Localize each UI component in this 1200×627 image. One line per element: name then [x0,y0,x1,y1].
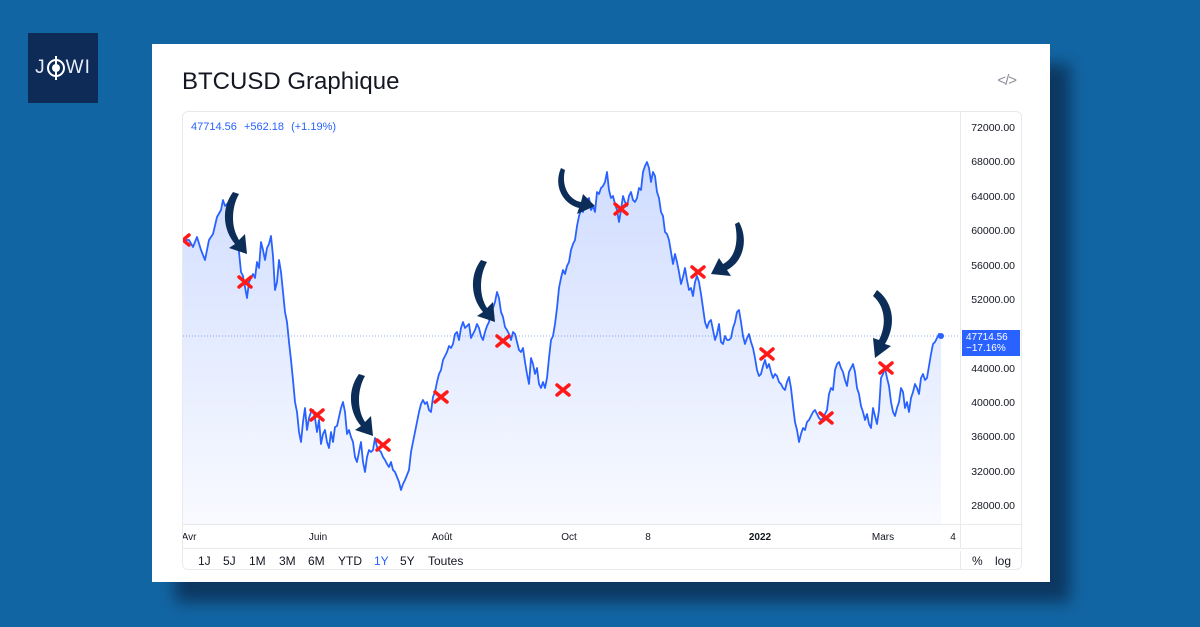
chart-legend: 47714.56 +562.18 (+1.19%) [191,121,340,133]
y-tick: 68000.00 [971,156,1015,168]
range-separator [960,551,961,569]
code-embed-icon[interactable]: </> [997,72,1017,89]
y-tick: 36000.00 [971,431,1015,443]
y-tick: 32000.00 [971,466,1015,478]
y-tick: 52000.00 [971,294,1015,306]
y-tick: 64000.00 [971,191,1015,203]
x-tick: 4 [950,532,956,543]
y-tick: 40000.00 [971,397,1015,409]
y-tick: 56000.00 [971,260,1015,272]
range-3m-button[interactable]: 3M [279,554,296,568]
range-ytd-button[interactable]: YTD [338,554,362,568]
current-price-label: 47714.56 −17.16% [962,330,1020,356]
axis-separator [960,525,961,549]
arrow-icons [224,168,892,436]
range-all-button[interactable]: Toutes [428,554,464,568]
current-price-value: 47714.56 [966,332,1008,343]
y-tick: 28000.00 [971,500,1015,512]
time-axis[interactable]: Avr Juin Août Oct 8 2022 Mars 4 [182,524,1021,549]
y-tick: 60000.00 [971,225,1015,237]
range-5j-button[interactable]: 5J [223,554,236,568]
x-tick: Avr [182,532,197,543]
x-tick: Oct [561,532,577,543]
target-icon [46,56,65,80]
sell-markers [183,202,894,452]
last-price-dot [938,333,944,339]
x-tick: Juin [308,532,328,543]
x-tick: 8 [645,532,651,543]
logo-text-left: J [35,57,46,78]
logo-text-right: WI [65,57,91,78]
x-tick: Août [431,532,453,543]
price-axis[interactable]: 72000.00 68000.00 64000.00 60000.00 5600… [960,112,1021,524]
range-5y-button[interactable]: 5Y [400,554,415,568]
legend-change-pct: (+1.19%) [291,121,337,133]
range-1m-button[interactable]: 1M [249,554,266,568]
x-tick: Mars [871,532,895,543]
y-tick: 44000.00 [971,363,1015,375]
range-1y-button[interactable]: 1Y [374,554,389,568]
range-1j-button[interactable]: 1J [198,554,211,568]
jowi-logo: J WI [28,33,98,103]
x-tick: 2022 [748,532,772,543]
current-price-pct: −17.16% [966,343,1006,354]
log-scale-button[interactable]: log [995,554,1012,568]
chart-panel: 47714.56 +562.18 (+1.19%) 72000.00 68000… [182,111,1022,570]
percent-scale-button[interactable]: % [972,554,983,568]
range-6m-button[interactable]: 6M [308,554,325,568]
price-line [183,161,942,491]
price-plot[interactable] [183,112,960,524]
time-range-bar: 1J 5J 1M 3M 6M YTD 1Y 5Y Toutes % log [183,548,1021,569]
y-tick: 72000.00 [971,122,1015,134]
legend-price: 47714.56 [191,121,237,133]
chart-card: BTCUSD Graphique </> [152,44,1050,582]
page-title: BTCUSD Graphique [182,68,400,95]
price-area [183,162,941,524]
legend-change: +562.18 [243,121,285,133]
